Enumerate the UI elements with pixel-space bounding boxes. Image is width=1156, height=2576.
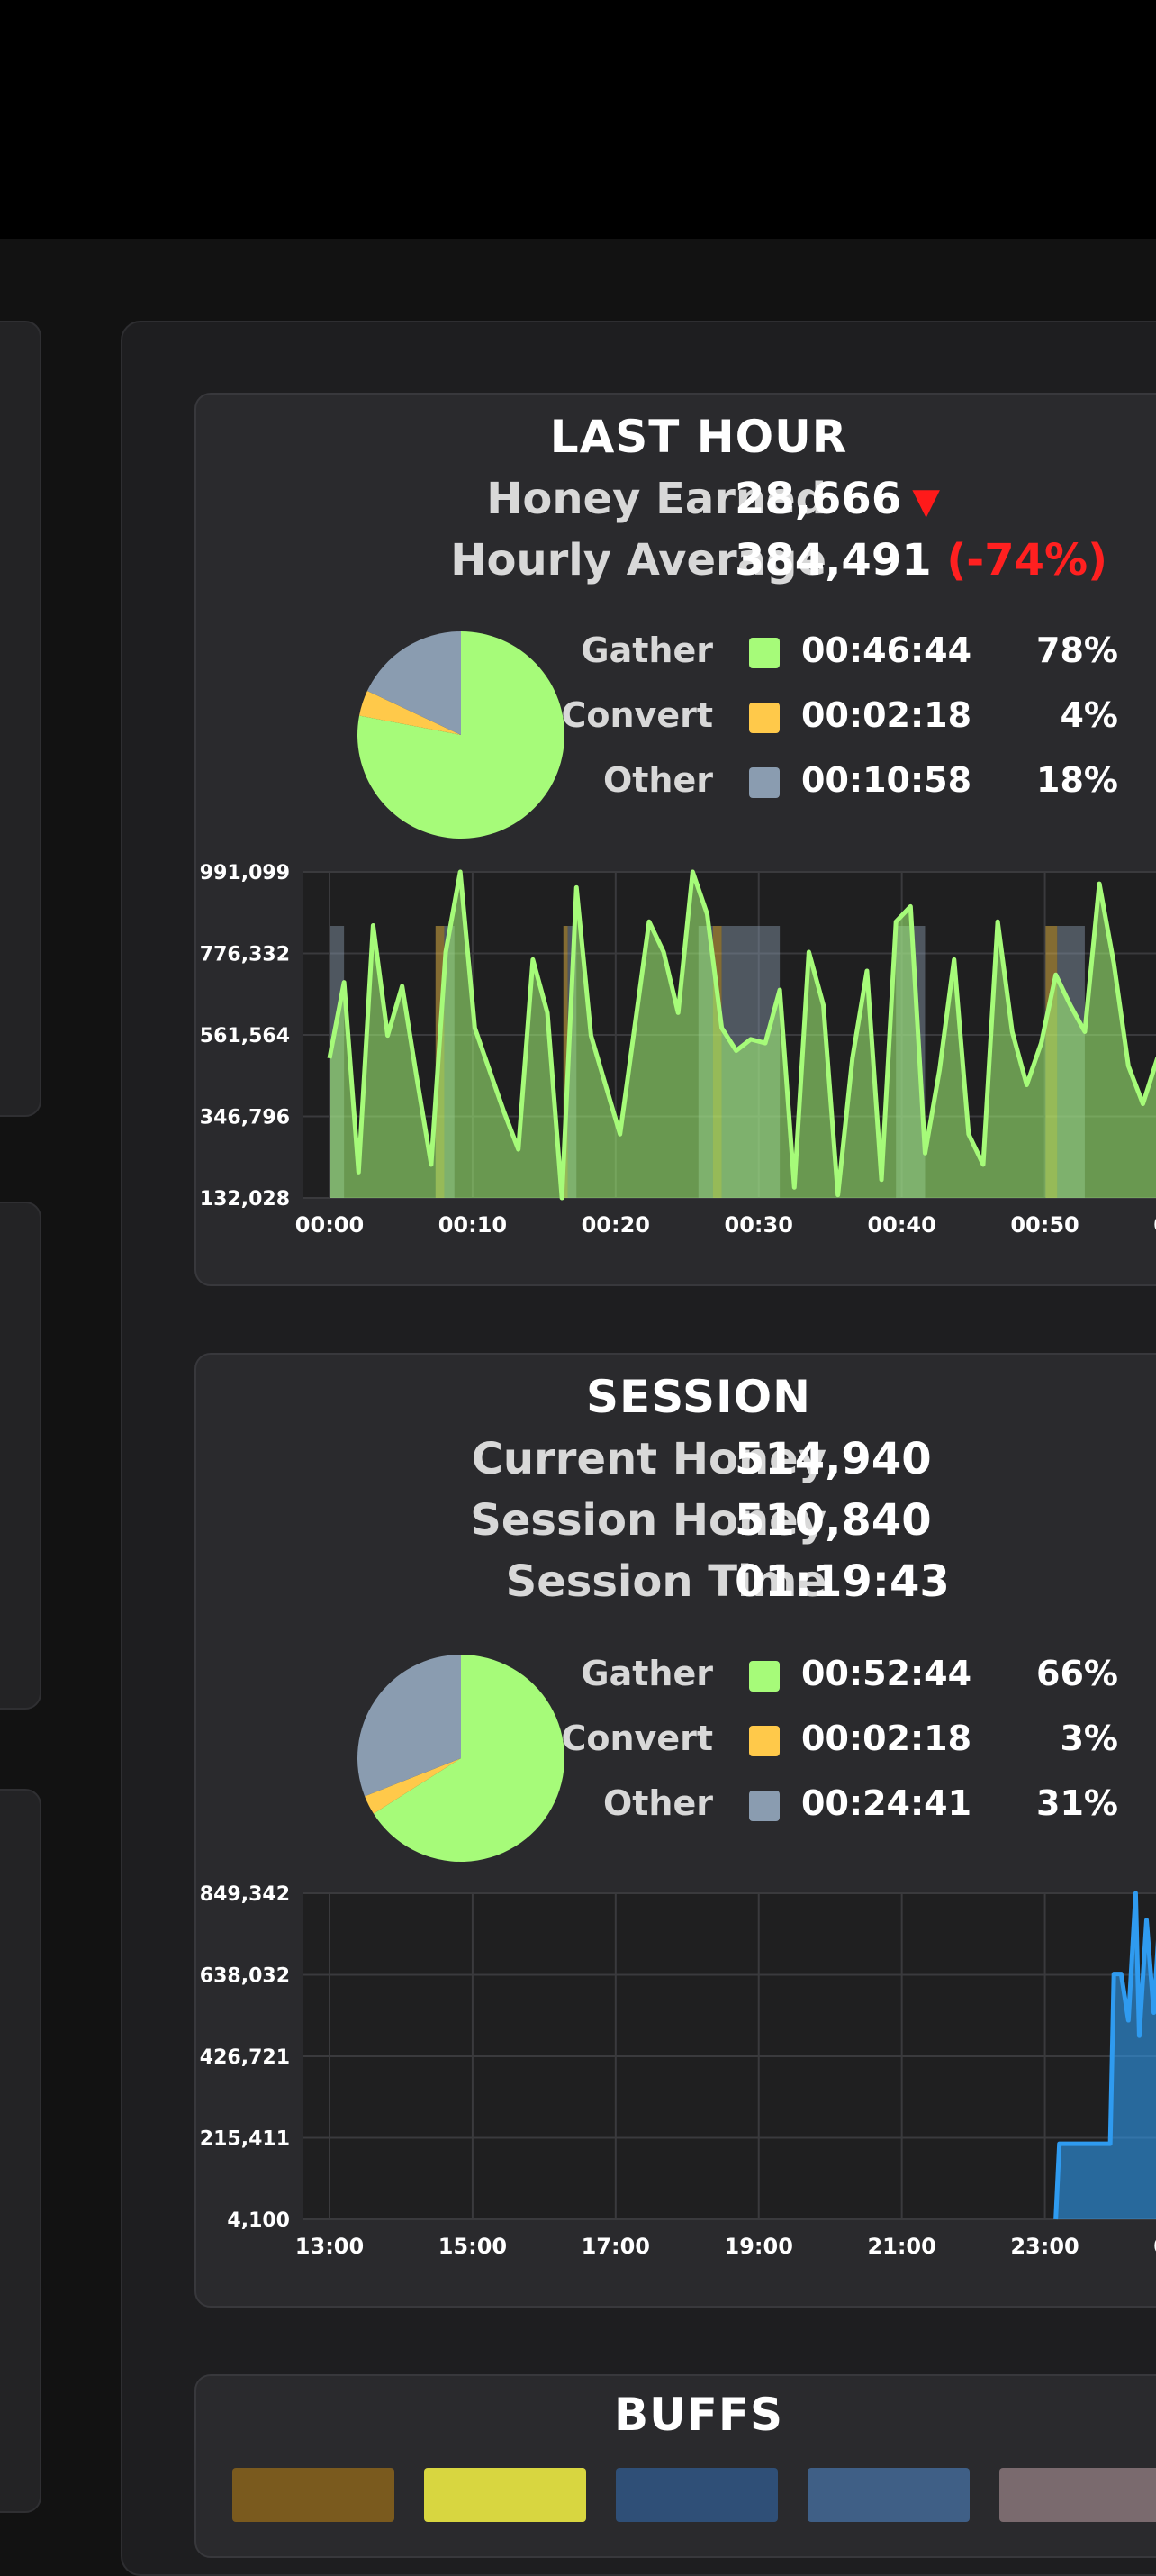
- legend-time: 00:10:58: [801, 760, 972, 800]
- y-tick-label: 346,796: [200, 1107, 290, 1129]
- legend-swatch: [749, 767, 780, 798]
- legend-label: Convert: [561, 695, 714, 735]
- x-tick-label: 00:20: [582, 1212, 650, 1238]
- y-tick-label: 776,332: [200, 944, 290, 966]
- session-honey-label: Session Honey: [470, 1495, 826, 1546]
- legend-label: Other: [602, 1783, 713, 1823]
- buff-4-icon[interactable]: [808, 2468, 970, 2522]
- buffs-section: BUFFS: [194, 2374, 1156, 2558]
- legend-percent: 18%: [1036, 760, 1118, 800]
- pie-slice-gather: [373, 1655, 564, 1862]
- legend-percent: 3%: [1060, 1719, 1118, 1758]
- buff-5-icon[interactable]: [999, 2468, 1156, 2522]
- session-time-value: 01:19:43: [735, 1556, 950, 1607]
- y-tick-label: 638,032: [200, 1965, 290, 1988]
- session-time-label: Session Time: [505, 1556, 826, 1607]
- buff-2-icon[interactable]: [424, 2468, 586, 2522]
- last-hour-section: LAST HOUR Honey Earned 28,666 ▼ Hourly Av…: [194, 393, 1156, 1286]
- legend-percent: 31%: [1036, 1783, 1118, 1823]
- y-tick-label: 991,099: [200, 863, 290, 884]
- hourly-average-value: 384,491 (-74%): [735, 535, 1107, 585]
- activity-band: [563, 926, 568, 1198]
- x-tick-label: 21:00: [867, 2234, 935, 2259]
- x-tick-label: 01:00: [1153, 1212, 1156, 1238]
- side-panel-1[interactable]: [0, 321, 41, 1117]
- x-tick-label: 19:00: [725, 2234, 793, 2259]
- y-tick-label: 215,411: [200, 2128, 290, 2151]
- buff-1-icon[interactable]: [232, 2468, 394, 2522]
- legend-swatch: [749, 703, 780, 733]
- section-title: BUFFS: [613, 2389, 784, 2441]
- y-tick-label: 849,342: [200, 1884, 290, 1906]
- pie-slice-convert: [359, 691, 461, 735]
- series-area: [1055, 1893, 1156, 2219]
- legend-time: 00:24:41: [801, 1783, 972, 1823]
- session-honey-value: 510,840: [735, 1495, 932, 1546]
- x-tick-label: 01:00: [1153, 2234, 1156, 2259]
- top-bar: [0, 0, 1156, 239]
- last-hour-area-chart: 132,028 346,796 561,564 776,332 991,099 00:00…: [200, 863, 1156, 1238]
- y-tick-label: 132,028: [200, 1188, 290, 1211]
- session-area-chart: 4,100 215,411 426,721 638,032 849,342 13:00 15…: [200, 1884, 1156, 2259]
- section-title: SESSION: [586, 1371, 811, 1423]
- x-tick-label: 00:40: [867, 1212, 935, 1238]
- side-panel-3[interactable]: [0, 1789, 41, 2513]
- y-tick-label: 426,721: [200, 2046, 290, 2069]
- pie-slice-convert: [365, 1758, 461, 1814]
- legend-percent: 4%: [1060, 695, 1118, 735]
- buff-3-icon[interactable]: [616, 2468, 778, 2522]
- x-tick-label: 00:50: [1010, 1212, 1079, 1238]
- hourly-average-label: Hourly Average: [450, 535, 826, 585]
- legend-swatch: [749, 1791, 780, 1821]
- legend-time: 00:52:44: [801, 1654, 972, 1693]
- side-panel-2[interactable]: [0, 1202, 41, 1710]
- legend-label: Other: [602, 760, 713, 800]
- y-tick-label: 4,100: [227, 2209, 290, 2232]
- current-honey-value: 514,940: [735, 1434, 932, 1484]
- legend-swatch: [749, 1661, 780, 1692]
- legend-time: 00:02:18: [801, 1719, 972, 1758]
- legend-percent: 66%: [1036, 1654, 1118, 1693]
- hourly-average-number: 384,491: [735, 535, 932, 585]
- x-tick-label: 00:30: [725, 1212, 793, 1238]
- session-pie-chart: [357, 1655, 564, 1862]
- honey-earned-value: 28,666 ▼: [735, 474, 940, 524]
- legend-swatch: [749, 638, 780, 668]
- x-tick-label: 13:00: [295, 2234, 364, 2259]
- legend-label: Gather: [581, 1654, 713, 1693]
- series-line: [327, 869, 1156, 1201]
- honey-earned-label: Honey Earned: [486, 474, 826, 524]
- section-title: LAST HOUR: [549, 411, 848, 463]
- legend-time: 00:02:18: [801, 695, 972, 735]
- x-tick-label: 00:00: [295, 1212, 364, 1238]
- honey-earned-number: 28,666: [735, 474, 902, 524]
- last-hour-pie-chart: [357, 631, 564, 839]
- pie-slice-other: [357, 1655, 461, 1797]
- x-tick-label: 17:00: [582, 2234, 650, 2259]
- series-area: [330, 872, 1156, 1198]
- x-tick-label: 00:10: [438, 1212, 507, 1238]
- legend-label: Convert: [561, 1719, 714, 1758]
- x-tick-label: 23:00: [1010, 2234, 1079, 2259]
- series-line: [1053, 1891, 1156, 2220]
- y-tick-label: 561,564: [200, 1025, 290, 1048]
- pie-slice-other: [366, 631, 461, 735]
- legend-percent: 78%: [1036, 630, 1118, 670]
- down-triangle-icon: ▼: [912, 481, 940, 522]
- session-section: SESSION Current Honey 514,940 Session Ho…: [194, 1353, 1156, 2308]
- legend-swatch: [749, 1726, 780, 1756]
- current-honey-label: Current Honey: [471, 1434, 826, 1484]
- legend-time: 00:46:44: [801, 630, 972, 670]
- x-tick-label: 15:00: [438, 2234, 507, 2259]
- hourly-average-change: (-74%): [946, 535, 1108, 585]
- legend-label: Gather: [581, 630, 713, 670]
